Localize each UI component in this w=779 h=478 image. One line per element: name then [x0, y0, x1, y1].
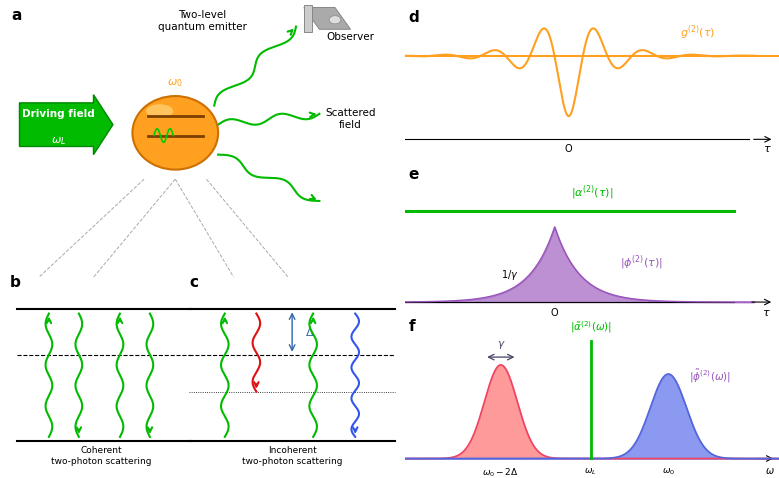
Text: $\omega_0-2\Delta$: $\omega_0-2\Delta$	[482, 467, 519, 478]
Text: Driving field: Driving field	[22, 109, 95, 119]
Text: $g^{(2)}(\tau)$: $g^{(2)}(\tau)$	[679, 23, 715, 42]
Text: e: e	[409, 167, 419, 182]
Text: $|\alpha^{(2)}(\tau)|$: $|\alpha^{(2)}(\tau)|$	[571, 184, 613, 202]
Text: $|\tilde{\phi}^{(2)}(\omega)|$: $|\tilde{\phi}^{(2)}(\omega)|$	[689, 368, 731, 385]
Text: $\omega_L$: $\omega_L$	[584, 467, 597, 477]
Text: $\gamma$: $\gamma$	[496, 339, 505, 351]
Text: c: c	[189, 274, 198, 290]
Text: f: f	[409, 319, 415, 334]
Text: b: b	[9, 274, 20, 290]
Text: O: O	[565, 144, 573, 154]
FancyArrow shape	[19, 95, 113, 155]
Text: d: d	[409, 10, 420, 24]
Ellipse shape	[132, 96, 218, 170]
Ellipse shape	[146, 104, 173, 118]
Text: a: a	[12, 8, 22, 22]
Text: Two-level
quantum emitter: Two-level quantum emitter	[158, 10, 247, 32]
Text: $\tau$: $\tau$	[763, 144, 772, 154]
Text: Coherent
two-photon scattering: Coherent two-photon scattering	[51, 446, 152, 466]
Text: O: O	[551, 308, 559, 318]
Text: $\omega_0$: $\omega_0$	[167, 77, 183, 89]
Text: $|\phi^{(2)}(\tau)|$: $|\phi^{(2)}(\tau)|$	[621, 253, 663, 272]
Text: $|\tilde{\alpha}^{(2)}(\omega)|$: $|\tilde{\alpha}^{(2)}(\omega)|$	[569, 319, 612, 335]
Text: Incoherent
two-photon scattering: Incoherent two-photon scattering	[241, 446, 343, 466]
Text: $\omega_L$: $\omega_L$	[51, 135, 66, 147]
Text: $\omega_0$: $\omega_0$	[661, 467, 675, 477]
Text: Observer: Observer	[326, 33, 375, 43]
Text: Scattered
field: Scattered field	[326, 109, 375, 130]
Polygon shape	[304, 8, 351, 29]
Text: $\omega$: $\omega$	[765, 467, 775, 476]
Polygon shape	[304, 5, 312, 32]
Text: $\Delta$: $\Delta$	[305, 326, 314, 338]
Text: $\tau$: $\tau$	[762, 308, 771, 318]
Text: $1/\gamma$: $1/\gamma$	[501, 268, 519, 282]
Circle shape	[330, 16, 340, 24]
